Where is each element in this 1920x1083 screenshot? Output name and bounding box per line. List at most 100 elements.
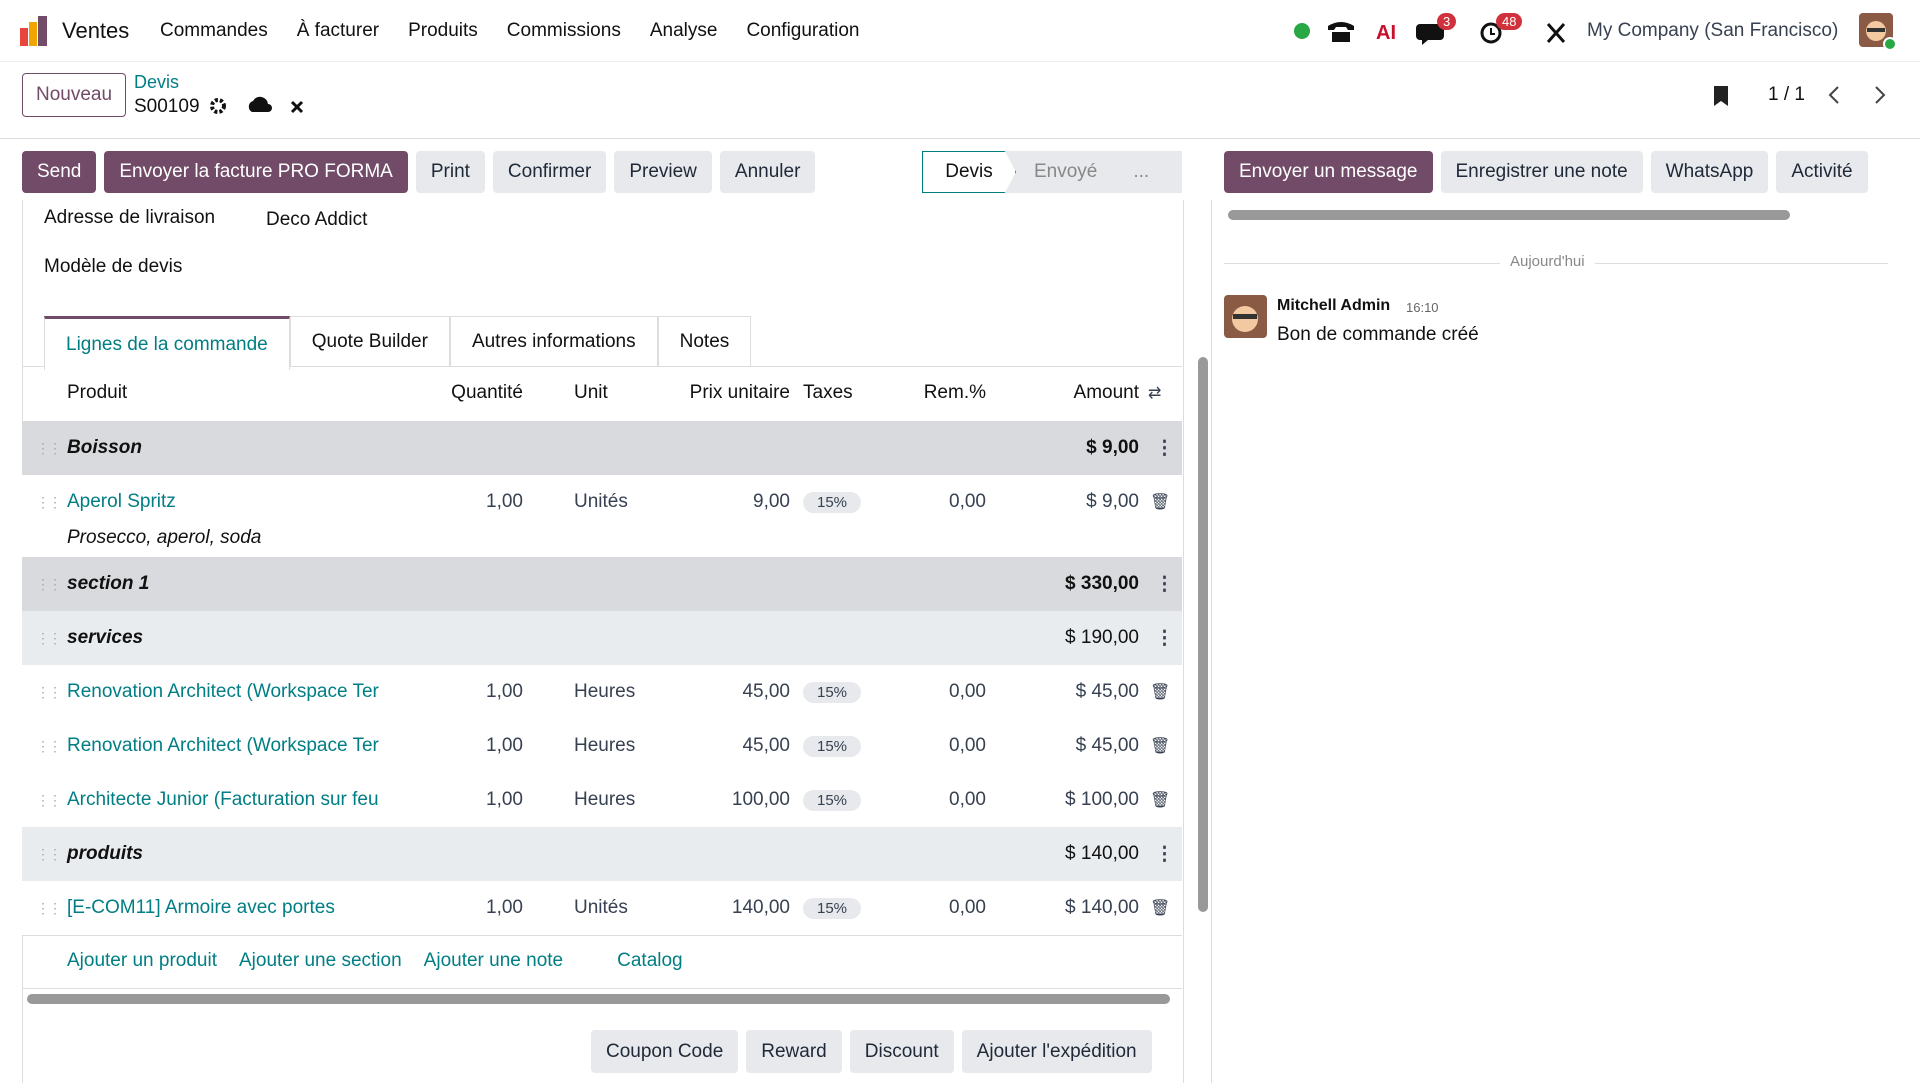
record-name: S00109 <box>134 96 200 117</box>
order-line: ⋮⋮ Aperol Spritz Prosecco, aperol, soda 1,0… <box>22 475 1182 558</box>
message-body: Bon de commande créé <box>1277 324 1479 345</box>
status-step[interactable]: Envoyé <box>1034 161 1098 182</box>
tab[interactable]: Autres informations <box>449 316 658 367</box>
subsection-name[interactable]: services <box>67 627 144 648</box>
drag-handle[interactable]: ⋮⋮ <box>36 737 62 754</box>
menu-item[interactable]: Configuration <box>746 20 860 41</box>
section-name[interactable]: Boisson <box>67 437 142 458</box>
section-total: $ 190,00 <box>1065 627 1139 648</box>
chatter-button[interactable]: Activité <box>1776 151 1868 193</box>
line-menu[interactable]: ⋮ <box>1155 437 1174 459</box>
bookmark-icon[interactable] <box>1710 84 1732 108</box>
tax-cell: 15% <box>803 773 862 827</box>
subsection-name[interactable]: produits <box>67 843 143 864</box>
quantity: 1,00 <box>486 681 523 702</box>
action-button[interactable]: Send <box>22 151 97 193</box>
unit-price: 9,00 <box>753 491 790 512</box>
product-name[interactable]: Aperol Spritz <box>67 491 176 512</box>
drag-handle[interactable]: ⋮⋮ <box>36 899 62 916</box>
drag-handle[interactable]: ⋮⋮ <box>36 439 62 456</box>
tax-badge: 15% <box>803 681 862 703</box>
footer-button[interactable]: Ajouter l'expédition <box>961 1030 1152 1073</box>
action-button[interactable]: Preview <box>614 151 712 193</box>
chatter-border <box>1211 200 1212 1083</box>
date-separator: Aujourd'hui <box>1500 253 1595 270</box>
unit-price: 45,00 <box>742 735 790 756</box>
action-button[interactable]: Confirmer <box>492 151 607 193</box>
divider <box>22 988 1182 989</box>
delete-line[interactable]: 🗑 <box>1150 900 1171 917</box>
breadcrumb[interactable]: Devis <box>134 72 180 92</box>
product-name[interactable]: Renovation Architect (Workspace Ter <box>67 681 379 702</box>
delete-line[interactable]: 🗑 <box>1150 792 1171 809</box>
table-header: Produit Quantité Unit Prix unitaire Taxes Rem… <box>22 373 1182 413</box>
field-value[interactable]: Deco Addict <box>266 209 368 230</box>
action-buttons: Send Envoyer la facture PRO FORMA Print Con… <box>22 151 816 193</box>
chatter-button[interactable]: Envoyer un message <box>1224 151 1433 193</box>
unit: Heures <box>574 789 636 810</box>
add-link[interactable]: Ajouter un produit <box>67 950 217 971</box>
tab[interactable]: Quote Builder <box>289 316 450 367</box>
add-link[interactable]: Ajouter une section <box>239 950 402 971</box>
section-name[interactable]: section 1 <box>67 573 150 594</box>
unit: Heures <box>574 681 636 702</box>
discount: 0,00 <box>949 735 986 756</box>
user-avatar[interactable] <box>1859 13 1897 51</box>
svg-text:AI: AI <box>1376 22 1396 44</box>
menu-item[interactable]: Analyse <box>649 20 718 41</box>
unit-price: 140,00 <box>731 897 790 918</box>
field-label: Modèle de devis <box>44 256 183 277</box>
amount: $ 140,00 <box>1065 897 1139 918</box>
product-name[interactable]: [E-COM11] Armoire avec portes <box>67 897 335 918</box>
menu-item[interactable]: Produits <box>408 20 478 41</box>
action-button[interactable]: Envoyer la facture PRO FORMA <box>104 151 408 193</box>
status-step[interactable]: Devis <box>922 151 1016 193</box>
line-menu[interactable]: ⋮ <box>1155 843 1174 865</box>
menu-item[interactable]: À facturer <box>296 20 380 41</box>
action-button[interactable]: Print <box>415 151 485 193</box>
h-scrollbar <box>27 994 1170 1004</box>
status-step[interactable]: ... <box>1133 161 1150 182</box>
unit-price: 100,00 <box>731 789 790 810</box>
chatter-button[interactable]: Enregistrer une note <box>1440 151 1643 193</box>
drag-handle[interactable]: ⋮⋮ <box>36 791 62 808</box>
delete-line[interactable]: 🗑 <box>1150 494 1171 511</box>
discount: 0,00 <box>949 897 986 918</box>
tax-badge: 15% <box>803 897 862 919</box>
field-label: Adresse de livraison <box>44 207 216 228</box>
drag-handle[interactable]: ⋮⋮ <box>36 629 62 646</box>
footer-button[interactable]: Coupon Code <box>591 1030 739 1073</box>
new-button[interactable]: Nouveau <box>22 73 126 117</box>
pager-arrows[interactable] <box>1826 84 1890 106</box>
add-link[interactable]: Catalog <box>617 950 683 971</box>
discount: 0,00 <box>949 491 986 512</box>
column-header: Amount <box>1073 382 1139 403</box>
drag-handle[interactable]: ⋮⋮ <box>36 575 62 592</box>
column-settings[interactable]: ⇄ <box>1148 385 1162 402</box>
line-menu[interactable]: ⋮ <box>1155 573 1174 595</box>
footer-button[interactable]: Discount <box>849 1030 954 1073</box>
footer-button[interactable]: Reward <box>746 1030 842 1073</box>
tax-badge: 15% <box>803 491 862 513</box>
menu-item[interactable]: Commissions <box>506 20 621 41</box>
order-line: ⋮⋮ Renovation Architect (Workspace Ter 1,0… <box>22 665 1182 720</box>
action-button[interactable]: Annuler <box>719 151 816 193</box>
systray-icons: AI <box>1294 22 1566 45</box>
app-name[interactable]: Ventes <box>62 18 130 43</box>
product-name[interactable]: Renovation Architect (Workspace Ter <box>67 735 379 756</box>
delete-line[interactable]: 🗑 <box>1150 684 1171 701</box>
menu-item[interactable]: Commandes <box>160 20 268 41</box>
tab[interactable]: Lignes de la commande <box>44 316 290 370</box>
order-line: ⋮⋮ [E-COM11] Armoire avec portes 1,00 Unité… <box>22 881 1182 936</box>
drag-handle[interactable]: ⋮⋮ <box>36 493 62 510</box>
line-menu[interactable]: ⋮ <box>1155 627 1174 649</box>
company-switcher[interactable]: My Company (San Francisco) <box>1587 20 1839 41</box>
tab[interactable]: Notes <box>657 316 752 367</box>
drag-handle[interactable]: ⋮⋮ <box>36 683 62 700</box>
chatter-button[interactable]: WhatsApp <box>1650 151 1769 193</box>
statusbar: Devis Envoyé... <box>922 151 1182 193</box>
product-name[interactable]: Architecte Junior (Facturation sur feu <box>67 789 379 810</box>
delete-line[interactable]: 🗑 <box>1150 738 1171 755</box>
drag-handle[interactable]: ⋮⋮ <box>36 845 62 862</box>
add-link[interactable]: Ajouter une note <box>423 950 564 971</box>
